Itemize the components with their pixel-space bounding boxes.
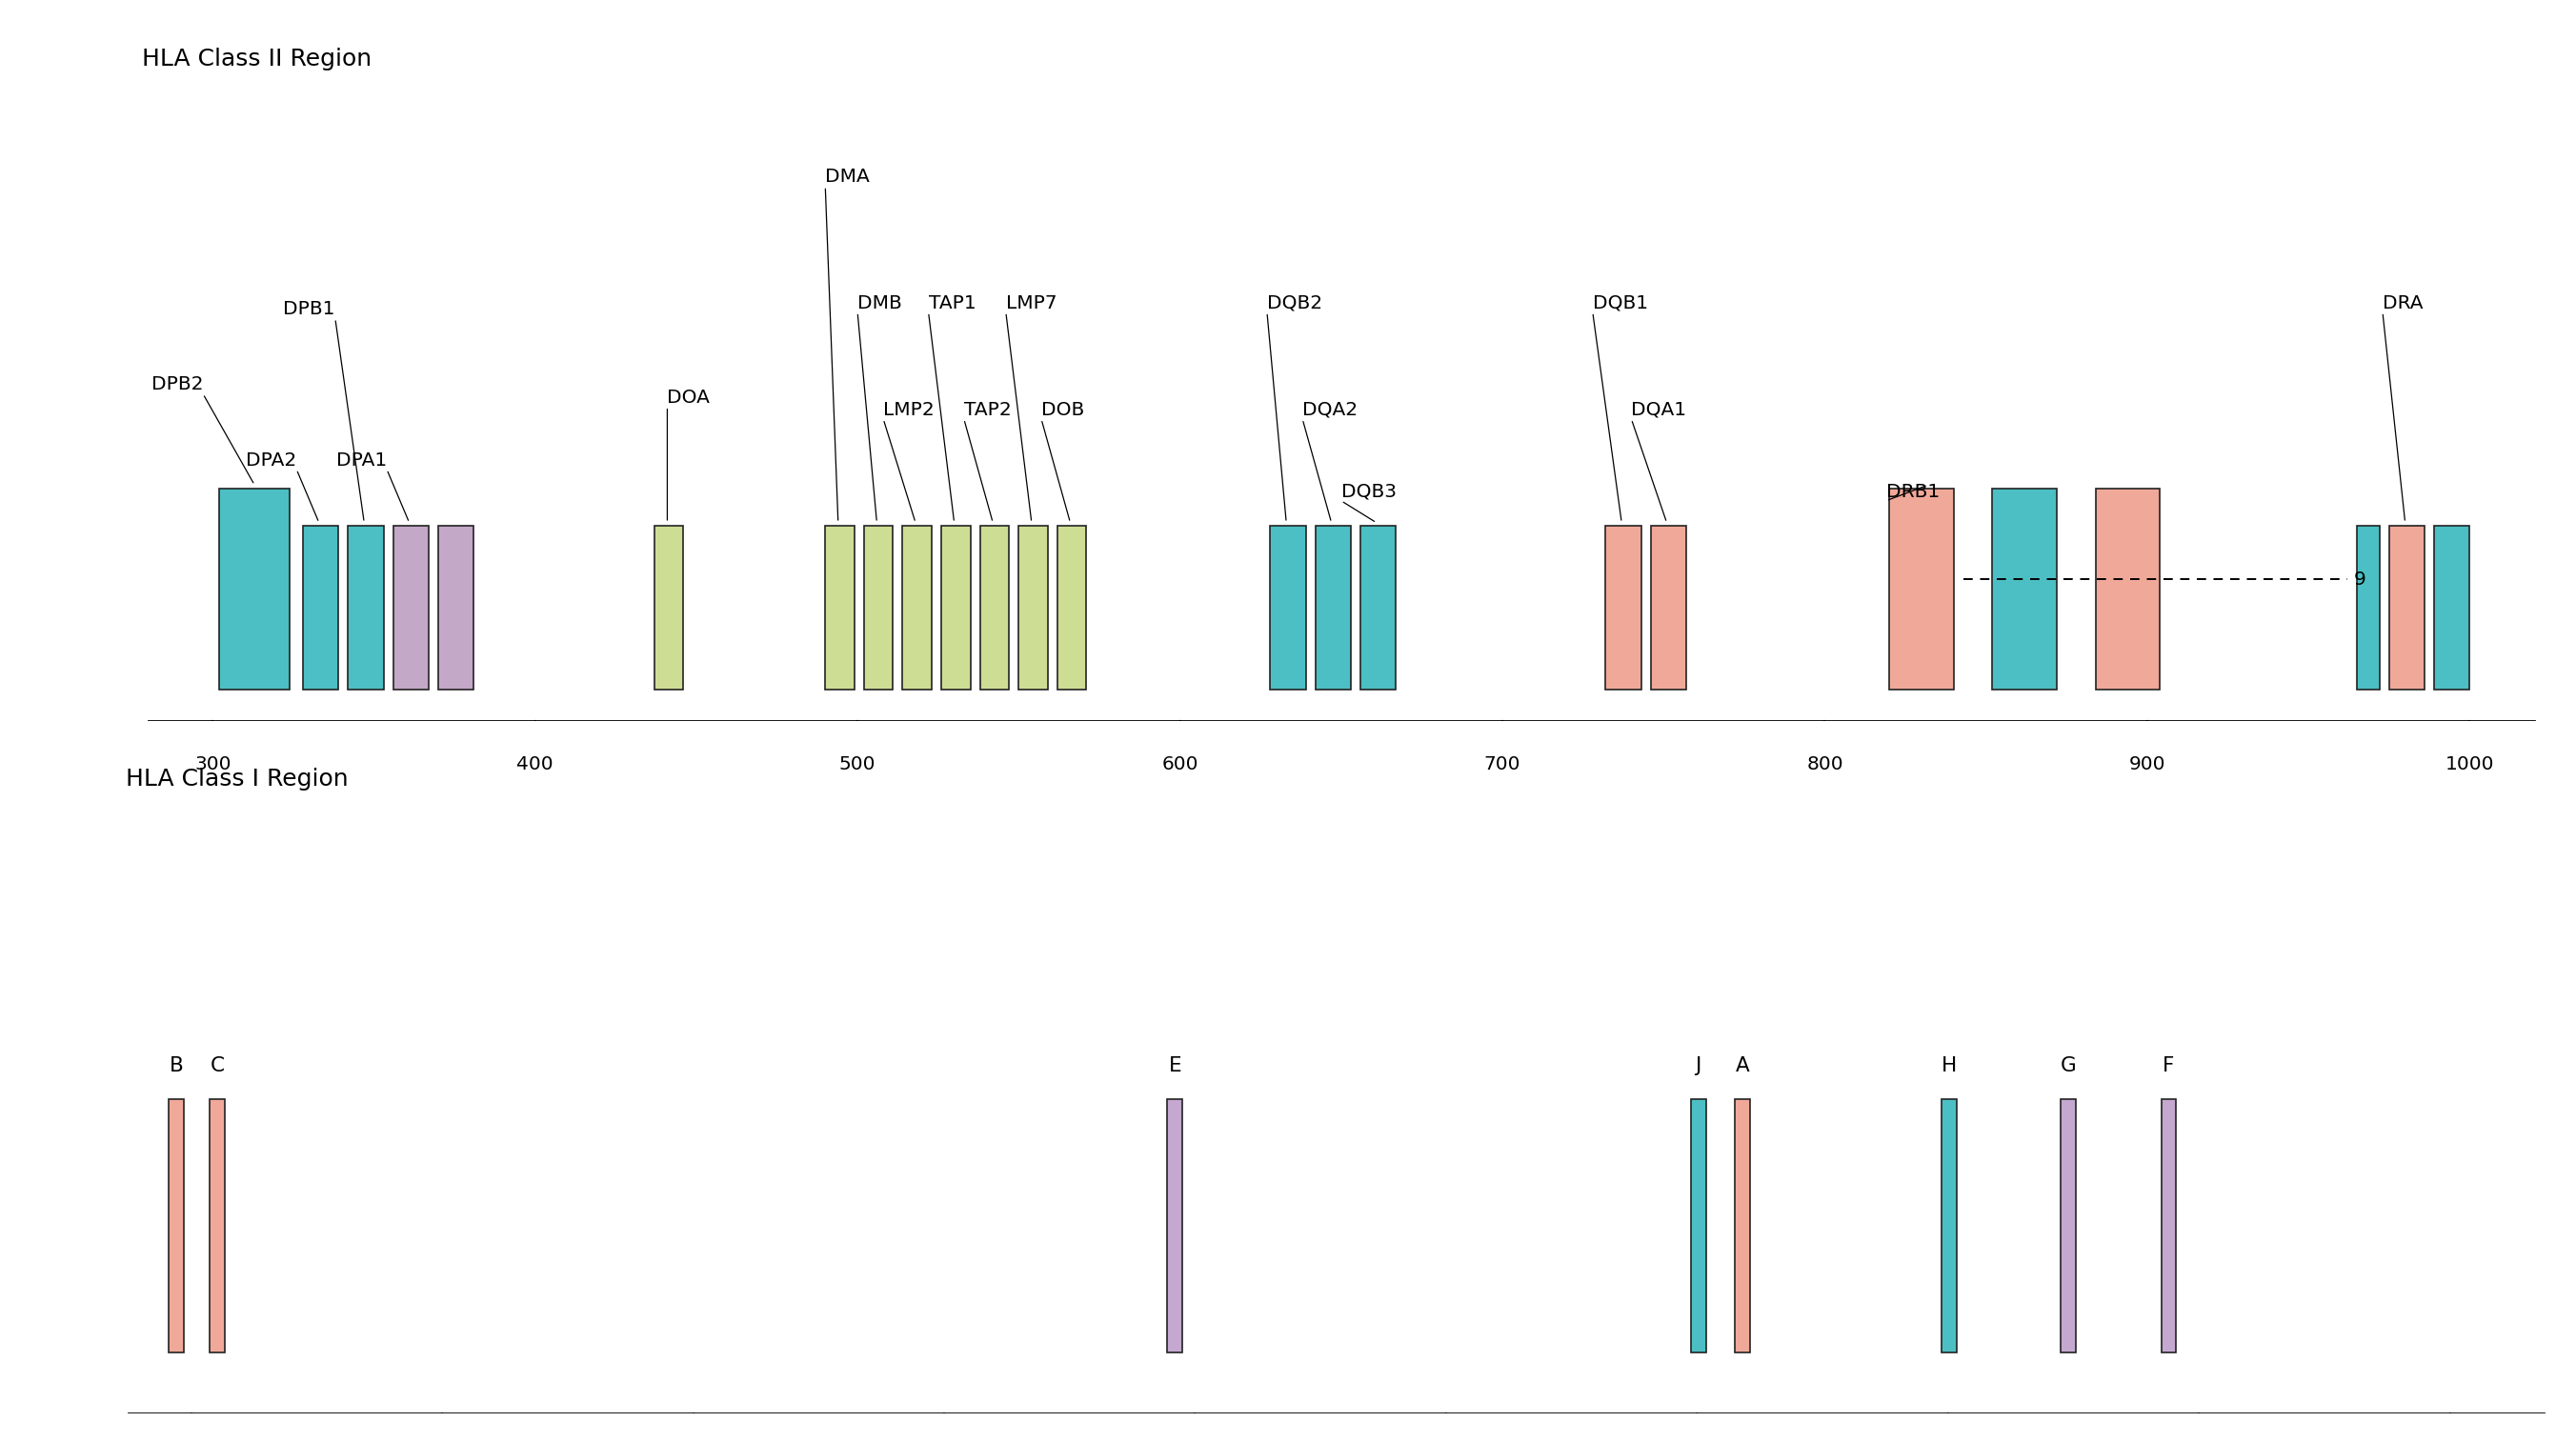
- Text: 1000: 1000: [2445, 756, 2494, 774]
- Bar: [438, 526, 474, 689]
- Text: LMP7: LMP7: [1005, 294, 1056, 311]
- Bar: [219, 489, 291, 689]
- Text: H: H: [1942, 1057, 1958, 1076]
- Text: C: C: [211, 1057, 224, 1076]
- Text: HLA Class I Region: HLA Class I Region: [126, 769, 348, 790]
- Text: DOB: DOB: [1041, 401, 1084, 420]
- Bar: [1018, 526, 1048, 689]
- Text: TAP2: TAP2: [963, 401, 1012, 420]
- Bar: [824, 526, 855, 689]
- Text: DQA2: DQA2: [1303, 401, 1358, 420]
- Bar: [394, 526, 428, 689]
- Bar: [902, 526, 933, 689]
- Text: DRB1: DRB1: [1886, 483, 1940, 500]
- Text: J: J: [1695, 1057, 1700, 1076]
- Text: 900: 900: [2128, 756, 2166, 774]
- Text: 800: 800: [1806, 756, 1844, 774]
- Bar: [2061, 1100, 2076, 1353]
- Text: DQB2: DQB2: [1267, 294, 1321, 311]
- Text: DPB2: DPB2: [152, 376, 204, 394]
- Bar: [654, 526, 683, 689]
- Bar: [1734, 1100, 1749, 1353]
- Text: DQA1: DQA1: [1631, 401, 1687, 420]
- Bar: [940, 526, 971, 689]
- Text: DMA: DMA: [824, 169, 871, 186]
- Bar: [1360, 526, 1396, 689]
- Text: F: F: [2164, 1057, 2174, 1076]
- Bar: [979, 526, 1010, 689]
- Text: 600: 600: [1162, 756, 1198, 774]
- Text: DPA1: DPA1: [335, 451, 386, 469]
- Text: E: E: [1170, 1057, 1182, 1076]
- Text: DQB1: DQB1: [1592, 294, 1649, 311]
- Text: 400: 400: [518, 756, 554, 774]
- Bar: [1056, 526, 1087, 689]
- Bar: [1167, 1100, 1182, 1353]
- Text: DPA2: DPA2: [245, 451, 296, 469]
- Bar: [1270, 526, 1306, 689]
- Text: DOA: DOA: [667, 388, 711, 407]
- Text: DMB: DMB: [858, 294, 902, 311]
- Text: HLA Class II Region: HLA Class II Region: [142, 48, 371, 71]
- Text: DPB1: DPB1: [283, 300, 335, 319]
- Text: TAP1: TAP1: [927, 294, 976, 311]
- Bar: [2161, 1100, 2177, 1353]
- Text: LMP2: LMP2: [884, 401, 935, 420]
- Bar: [1942, 1100, 1958, 1353]
- Bar: [1888, 489, 1953, 689]
- Bar: [1690, 1100, 1705, 1353]
- Text: 700: 700: [1484, 756, 1520, 774]
- Bar: [863, 526, 894, 689]
- Bar: [2434, 526, 2470, 689]
- Bar: [2388, 526, 2424, 689]
- Bar: [304, 526, 337, 689]
- Bar: [1991, 489, 2056, 689]
- Text: DQB3: DQB3: [1342, 483, 1396, 500]
- Text: 500: 500: [840, 756, 876, 774]
- Text: 9: 9: [2354, 571, 2365, 588]
- Text: B: B: [170, 1057, 183, 1076]
- Bar: [211, 1100, 224, 1353]
- Bar: [2097, 489, 2161, 689]
- Bar: [1316, 526, 1350, 689]
- Text: DRA: DRA: [2383, 294, 2424, 311]
- Bar: [348, 526, 384, 689]
- Text: 300: 300: [193, 756, 232, 774]
- Bar: [167, 1100, 183, 1353]
- Text: A: A: [1736, 1057, 1749, 1076]
- Bar: [2357, 526, 2380, 689]
- Bar: [1605, 526, 1641, 689]
- Text: G: G: [2061, 1057, 2076, 1076]
- Bar: [1651, 526, 1687, 689]
